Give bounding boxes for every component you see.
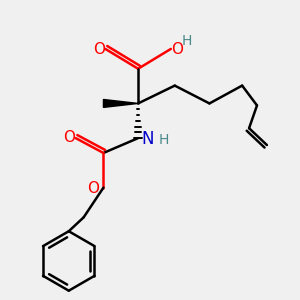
Text: O: O — [94, 42, 106, 57]
Text: H: H — [182, 34, 192, 48]
Text: N: N — [142, 130, 154, 148]
Text: O: O — [171, 42, 183, 57]
Text: O: O — [88, 181, 100, 196]
Polygon shape — [103, 100, 138, 107]
Text: H: H — [159, 133, 169, 147]
Text: O: O — [63, 130, 75, 145]
